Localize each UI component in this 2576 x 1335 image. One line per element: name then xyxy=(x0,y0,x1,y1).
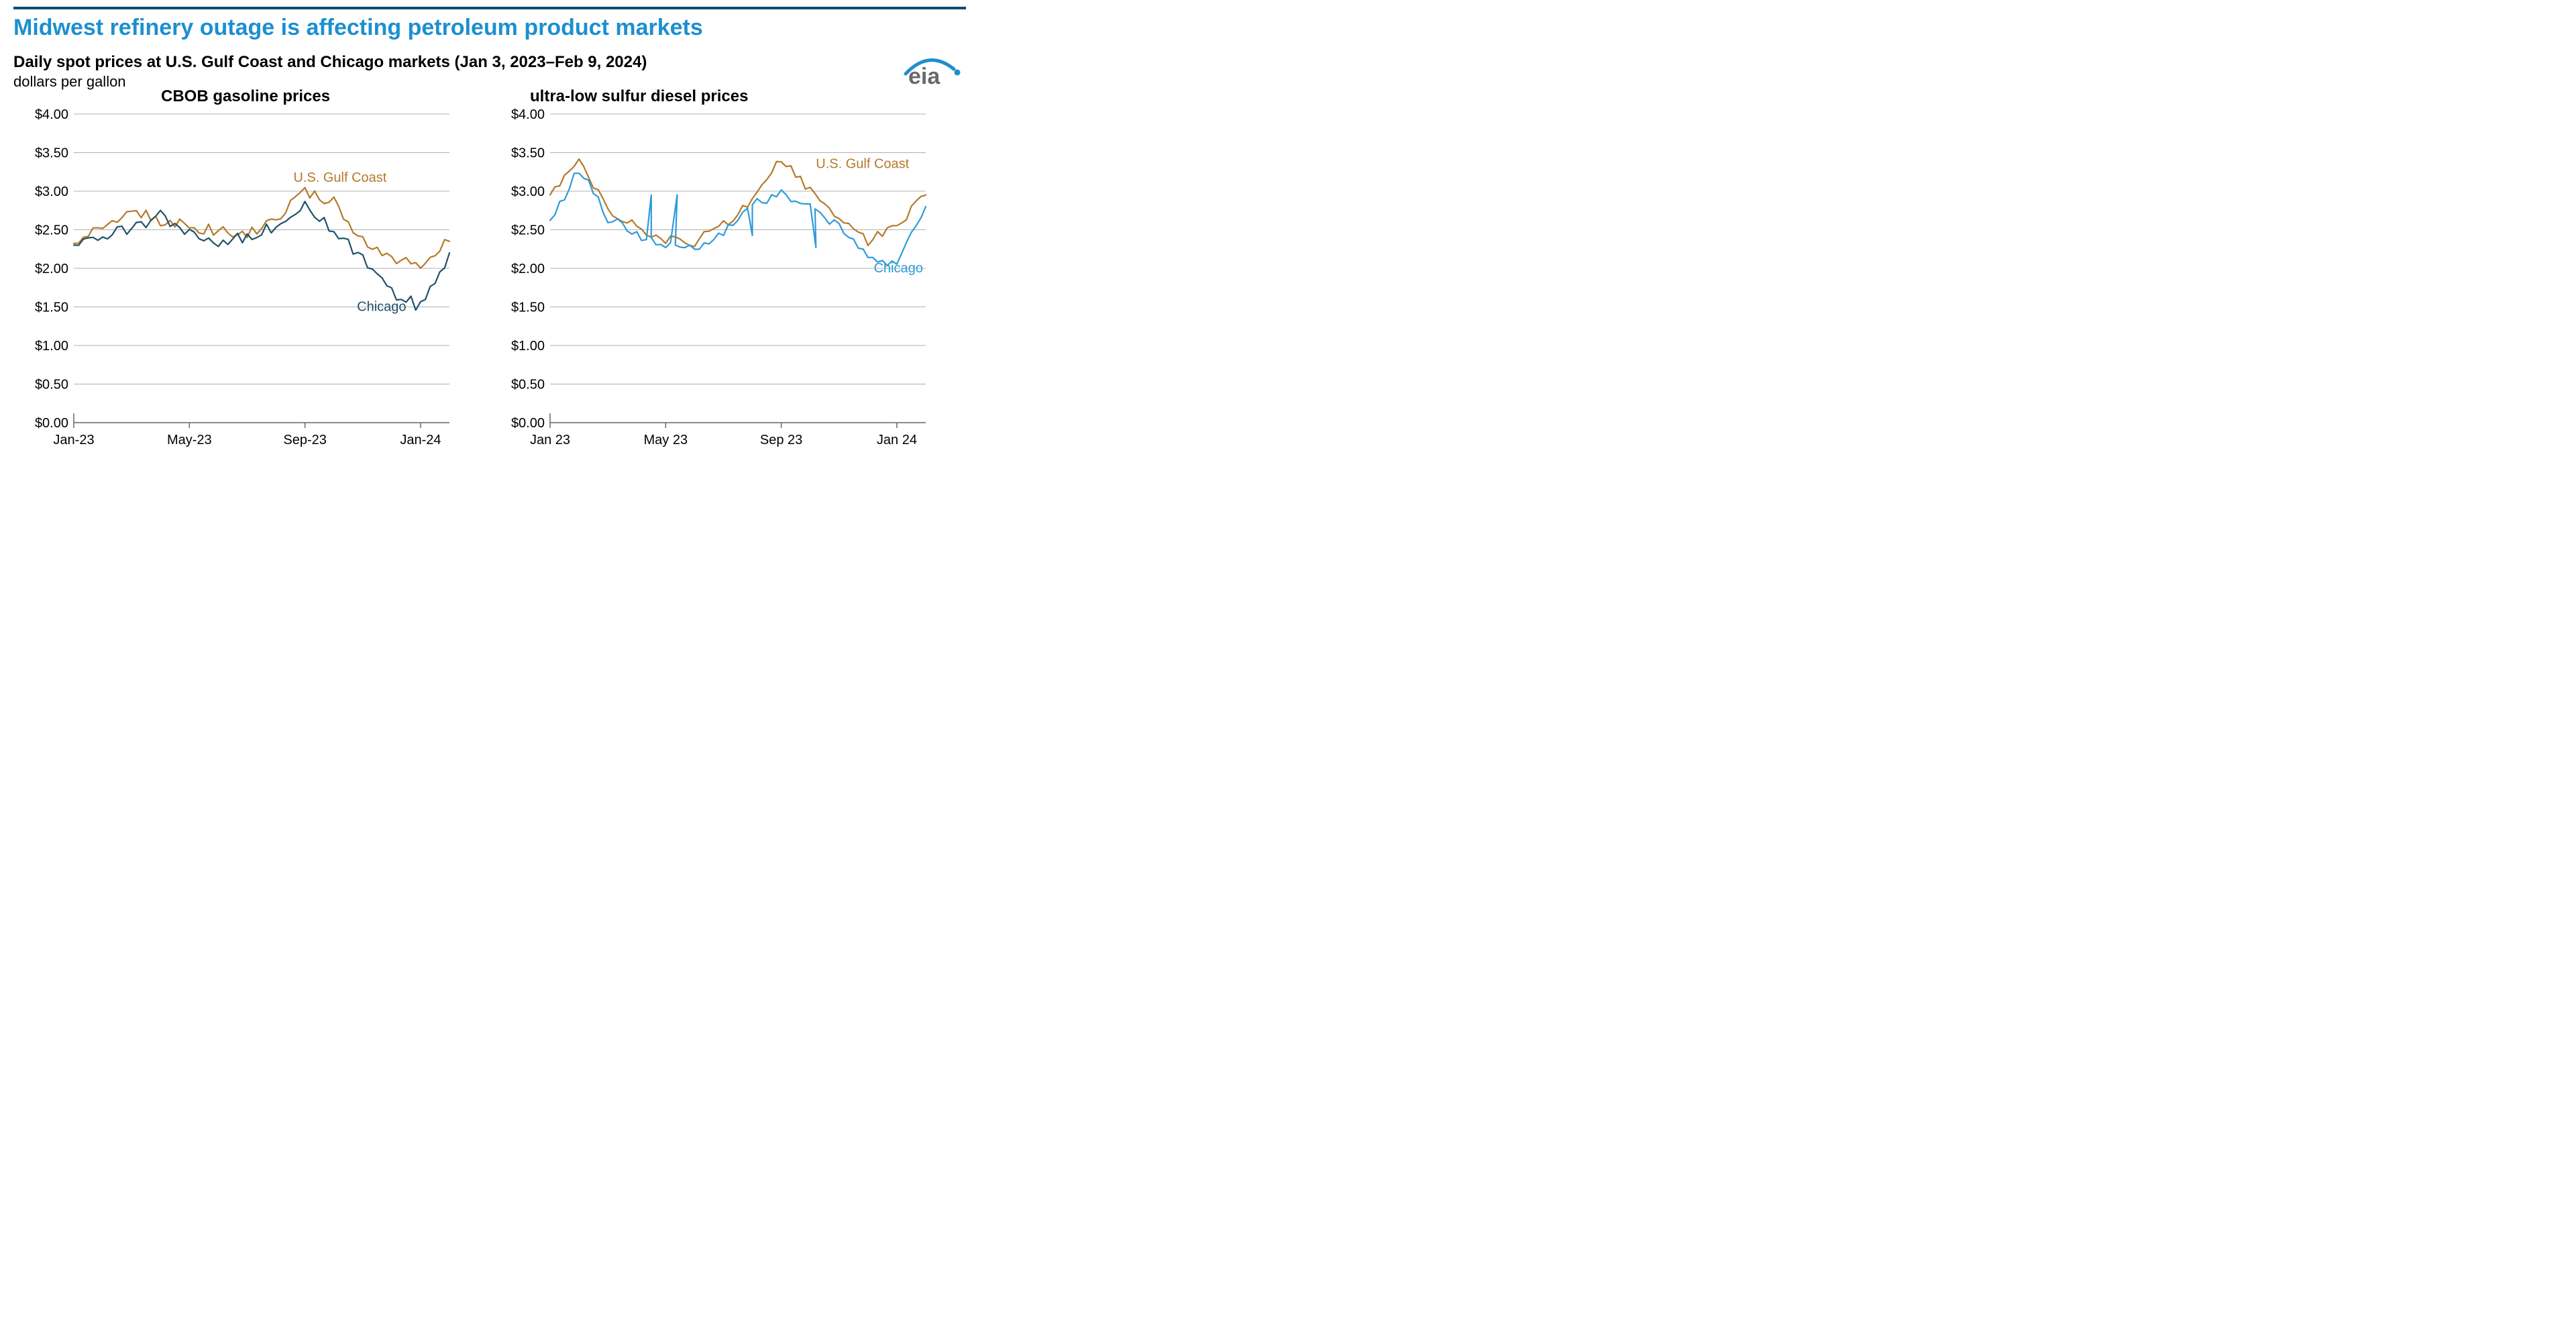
y-tick-label: $0.00 xyxy=(35,416,68,431)
chart-title-cbob: CBOB gasoline prices xyxy=(13,87,463,106)
x-tick-label: Jan-23 xyxy=(53,433,94,447)
y-tick-label: $4.00 xyxy=(511,107,545,122)
y-tick-label: $2.00 xyxy=(511,262,545,276)
x-tick-label: Jan 24 xyxy=(877,433,917,447)
series-label: Chicago xyxy=(873,261,922,276)
series-line xyxy=(550,159,926,246)
x-tick-label: Jan 23 xyxy=(530,433,570,447)
top-rule xyxy=(13,7,966,9)
series-line xyxy=(74,188,449,268)
x-tick-label: Sep-23 xyxy=(283,433,327,447)
page-title: Midwest refinery outage is affecting pet… xyxy=(13,15,966,41)
chart-title-ulsd: ultra-low sulfur diesel prices xyxy=(490,87,939,106)
series-label: U.S. Gulf Coast xyxy=(816,157,909,172)
charts-row: CBOB gasoline prices $0.00 $0.50 $1.00 $1.5… xyxy=(13,87,966,460)
y-tick-label: $3.00 xyxy=(35,184,68,199)
y-tick-label: $1.50 xyxy=(511,301,545,315)
y-tick-label: $2.50 xyxy=(35,223,68,238)
y-tick-label: $1.00 xyxy=(511,339,545,354)
chart-svg-ulsd: $0.00 $0.50 $1.00 $1.50 $2.00 $2.50 $3.00 $3.50… xyxy=(490,107,939,456)
chart-svg-cbob: $0.00 $0.50 $1.00 $1.50 $2.00 $2.50 $3.00 $3.50… xyxy=(13,107,463,456)
x-tick-label: May-23 xyxy=(167,433,212,447)
y-tick-label: $3.00 xyxy=(511,184,545,199)
chart-subtitle: Daily spot prices at U.S. Gulf Coast and… xyxy=(13,53,647,72)
y-tick-label: $0.50 xyxy=(511,378,545,392)
y-tick-label: $3.50 xyxy=(511,146,545,161)
x-tick-label: Jan-24 xyxy=(400,433,441,447)
eia-logo-text: eia xyxy=(908,64,941,89)
y-tick-label: $0.00 xyxy=(511,416,545,431)
y-tick-label: $1.00 xyxy=(35,339,68,354)
y-tick-label: $4.00 xyxy=(35,107,68,122)
y-tick-label: $1.50 xyxy=(35,301,68,315)
y-tick-label: $2.00 xyxy=(35,262,68,276)
y-tick-label: $0.50 xyxy=(35,378,68,392)
y-tick-label: $3.50 xyxy=(35,146,68,161)
x-tick-label: Sep 23 xyxy=(760,433,802,447)
series-label: Chicago xyxy=(357,299,406,314)
series-label: U.S. Gulf Coast xyxy=(293,170,386,185)
chart-cbob: CBOB gasoline prices $0.00 $0.50 $1.00 $1.5… xyxy=(13,87,463,460)
y-tick-label: $2.50 xyxy=(511,223,545,238)
series-line xyxy=(74,201,449,310)
x-tick-label: May 23 xyxy=(644,433,688,447)
chart-ulsd: ultra-low sulfur diesel prices $0.00 $0.5… xyxy=(490,87,939,460)
series-line xyxy=(550,173,926,266)
